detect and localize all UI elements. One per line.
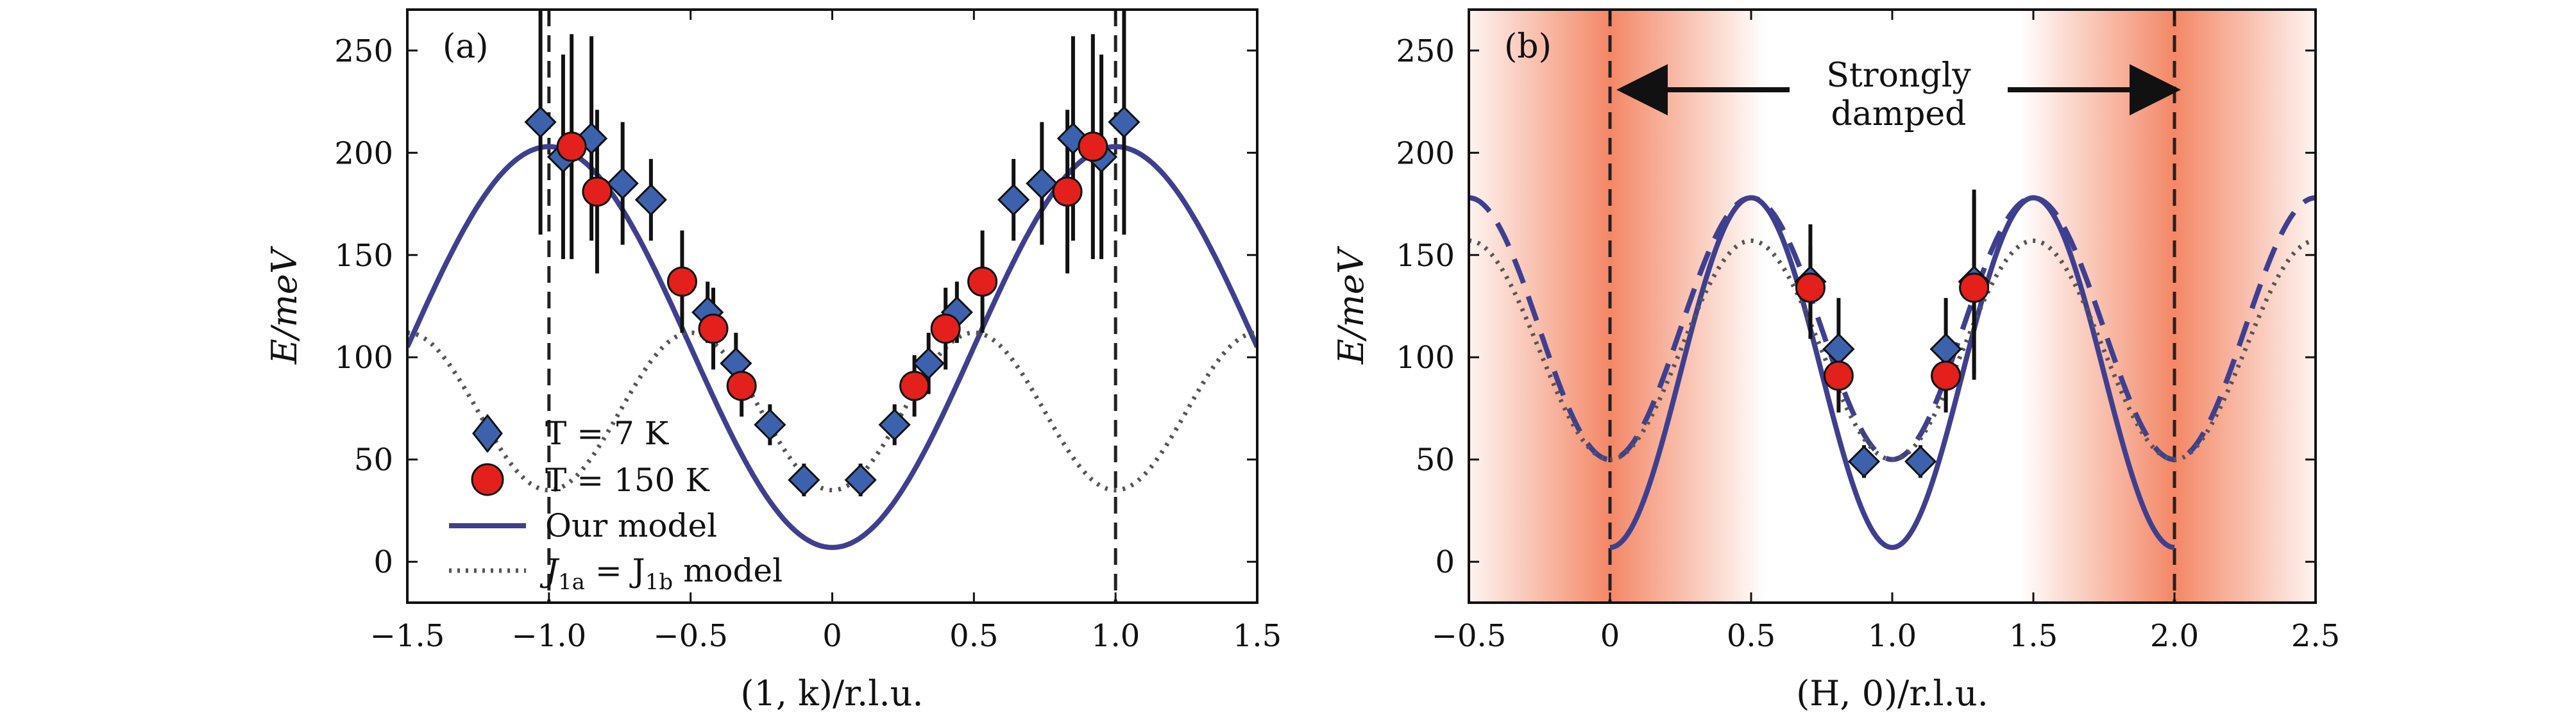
x-tick-label: −0.5 <box>653 618 728 654</box>
panel-a-tag: (a) <box>443 28 489 66</box>
data-point-7k <box>1822 333 1855 365</box>
y-tick-label: 0 <box>1435 544 1455 580</box>
data-point-7k <box>1847 445 1881 478</box>
legend-j-model-label: J1a = J1b model <box>539 552 783 595</box>
legend-j-eq: = J <box>585 552 645 589</box>
panel-b-plot-area <box>1469 10 2316 603</box>
y-tick-label: 250 <box>334 33 393 69</box>
annotation-line2: damped <box>1831 95 1967 133</box>
y-tick-label: 150 <box>334 238 393 274</box>
damped-annotation: Strongly damped <box>1616 56 2181 133</box>
data-point-7k <box>1904 445 1937 478</box>
panel-a-y-label: E/meV <box>264 246 305 365</box>
data-point-7k <box>788 464 820 496</box>
data-point-150k <box>1823 360 1854 391</box>
legend-j-symbol: J <box>539 552 560 589</box>
legend-j-suffix: model <box>673 552 783 589</box>
y-tick-label: 150 <box>1396 238 1455 274</box>
x-tick-label: 1.0 <box>1091 618 1140 654</box>
data-point-7k <box>524 106 557 138</box>
data-point-7k <box>1929 333 1962 365</box>
legend-j-sub-a: 1a <box>558 569 585 595</box>
legend-j-sub-b: 1b <box>645 569 673 595</box>
x-tick-label: 0 <box>1600 618 1620 654</box>
data-point-7k <box>1026 167 1058 200</box>
legend-diamond-marker <box>472 414 503 453</box>
legend-t150-label: T = 150 K <box>545 462 710 499</box>
x-tick-label: 0.5 <box>949 618 998 654</box>
y-tick-label: 50 <box>1416 442 1455 478</box>
x-tick-label: 1.0 <box>1868 618 1917 654</box>
data-point-150k <box>930 314 961 344</box>
data-point-150k <box>666 266 697 297</box>
legend-circle-marker <box>471 463 504 496</box>
data-point-150k <box>899 371 930 401</box>
data-point-150k <box>698 314 729 344</box>
data-point-150k <box>556 131 587 162</box>
panel-a-ticks: −1.5 −1.0 −0.5 0 0.5 1.0 1.5 0 50 100 150 200 250 <box>334 10 1282 654</box>
data-point-150k <box>967 266 998 297</box>
model-curve <box>1609 195 2175 550</box>
x-tick-label: −0.5 <box>1432 618 1507 654</box>
data-point-150k <box>726 371 757 401</box>
j-model-curve <box>407 330 1257 493</box>
model-curve <box>407 144 1257 550</box>
y-tick-label: 0 <box>373 544 393 580</box>
x-tick-label: 2.0 <box>2150 618 2199 654</box>
data-point-150k <box>1959 272 1990 303</box>
legend-t7-label: T = 7 K <box>545 415 670 452</box>
data-point-150k <box>1078 131 1108 162</box>
panel-a: −1.5 −1.0 −0.5 0 0.5 1.0 1.5 0 50 100 150 200 250 (a… <box>264 8 1282 714</box>
panel-a-frame <box>406 8 1258 604</box>
data-point-7k <box>634 183 667 216</box>
y-tick-label: 200 <box>334 135 393 171</box>
data-point-7k <box>1108 106 1140 138</box>
data-point-150k <box>582 176 613 207</box>
y-tick-label: 250 <box>1396 33 1455 69</box>
panel-a-x-label: (1, k)/r.l.u. <box>740 673 923 714</box>
y-tick-label: 50 <box>354 442 393 478</box>
y-tick-label: 100 <box>1396 340 1455 376</box>
panel-b-ticks: −0.5 0 0.5 1.0 1.5 2.0 2.5 0 50 100 150 200 250 <box>1396 10 2340 654</box>
data-point-150k <box>1931 360 1962 391</box>
panel-b-y-label: E/meV <box>1331 246 1371 365</box>
data-point-7k <box>606 167 639 200</box>
panel-a-plot-area <box>407 10 1257 603</box>
data-point-7k <box>878 408 911 441</box>
legend: T = 7 K T = 150 K Our model J1a = J1b mo… <box>449 414 783 595</box>
x-tick-label: 2.5 <box>2291 618 2340 654</box>
j-model-curve <box>1469 238 2316 462</box>
x-tick-label: −1.5 <box>370 618 445 654</box>
legend-model-label: Our model <box>545 507 717 544</box>
x-tick-label: −1.0 <box>512 618 587 654</box>
panel-b-tag: (b) <box>1504 28 1552 66</box>
data-point-150k <box>1795 272 1826 303</box>
x-tick-label: 1.5 <box>2009 618 2058 654</box>
x-tick-label: 0.5 <box>1727 618 1775 654</box>
x-tick-label: 1.5 <box>1233 618 1282 654</box>
data-point-7k <box>997 183 1030 216</box>
x-tick-label: 0 <box>822 618 842 654</box>
y-tick-label: 200 <box>1396 135 1455 171</box>
data-point-7k <box>912 347 945 380</box>
data-point-7k <box>844 464 877 496</box>
data-point-7k <box>754 408 786 441</box>
panel-b-x-label: (H, 0)/r.l.u. <box>1796 673 1988 714</box>
annotation-line1: Strongly <box>1826 56 1971 95</box>
data-point-150k <box>1052 176 1083 207</box>
y-tick-label: 100 <box>334 340 393 376</box>
